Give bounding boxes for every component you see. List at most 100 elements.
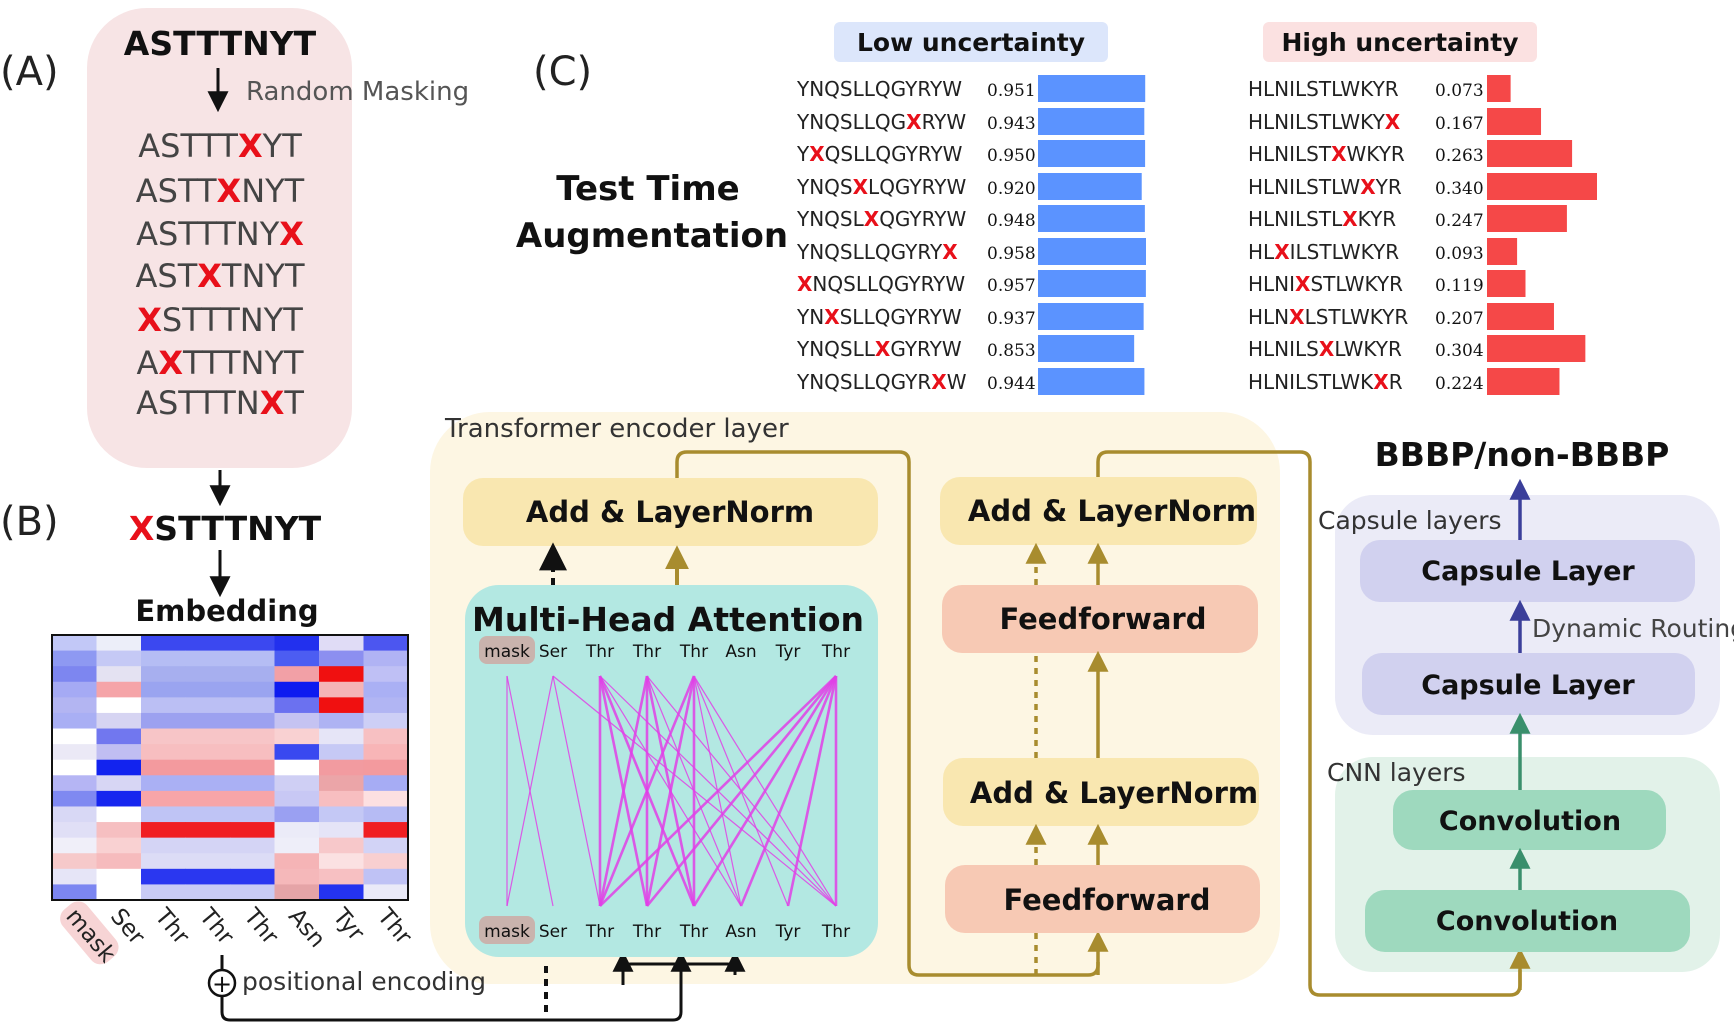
heatmap-cell [230, 868, 275, 885]
heatmap-cell [319, 666, 364, 683]
heatmap-cell [363, 650, 409, 667]
heatmap-cell [230, 775, 275, 792]
attention-edge [598, 675, 649, 907]
add-norm-box-3 [940, 477, 1257, 545]
seq-post: RYW [922, 110, 967, 134]
heatmap-cell [52, 822, 97, 839]
seq-post: YT [262, 127, 303, 165]
heatmap-cell [52, 790, 97, 807]
augmented-sequence: YNXSLLQGYRYW [796, 305, 962, 329]
heatmap-cell [319, 884, 364, 901]
heatmap-cell [141, 681, 186, 698]
seq-post: LSTLWKYR [1305, 305, 1409, 329]
heatmap-cell [274, 853, 320, 870]
heatmap-cell [230, 697, 275, 714]
heat-tick-6: Tyr [327, 903, 369, 947]
heatmap-cell [96, 790, 142, 807]
heatmap-cell [230, 790, 275, 807]
high-uncertainty-label-bg [1263, 22, 1537, 62]
heatmap-cell [319, 697, 364, 714]
prediction-bar [1487, 75, 1511, 102]
heatmap-cell [230, 759, 275, 776]
dynamic-routing-label: Dynamic Routing [1532, 614, 1734, 643]
heatmap-frame [51, 634, 409, 901]
heatmap-cell [230, 635, 275, 652]
heatmap-cell [96, 697, 142, 714]
heatmap-cell [185, 650, 231, 667]
prediction-value: 0.093 [1435, 244, 1484, 264]
capsule-layer-box-2 [1360, 540, 1695, 602]
output-label: BBBP/non-BBBP [1375, 435, 1670, 474]
panel-label-c: (C) [533, 49, 592, 95]
heatmap-cell [363, 775, 409, 792]
seq-pre: YNQSLLQGYR [796, 370, 931, 394]
seq-pre: HLNILSTLW [1248, 175, 1360, 199]
heatmap-cell [319, 837, 364, 854]
augmented-sequence: YNQSLLQGYRYW [796, 77, 962, 101]
seq-x: X [824, 305, 840, 329]
prediction-value: 0.920 [987, 179, 1036, 199]
seq-pre: YNQSLLQGYRYW [796, 77, 962, 101]
heatmap-cell [363, 868, 409, 885]
heatmap-cell [141, 759, 186, 776]
heatmap-cell [363, 806, 409, 823]
prediction-value: 0.957 [987, 276, 1036, 296]
heatmap-cell [185, 712, 231, 730]
heatmap-cell [363, 666, 409, 683]
heatmap-cell [363, 837, 409, 854]
masking-panel-bg [87, 8, 352, 468]
seq-x: X [906, 110, 922, 134]
heat-tick-0: mask [60, 901, 121, 968]
prediction-value: 0.073 [1435, 81, 1484, 101]
prediction-value: 0.247 [1435, 211, 1484, 231]
heatmap-cell [363, 697, 409, 714]
heatmap-cell [185, 853, 231, 870]
convolution-label-1: Convolution [1436, 906, 1618, 937]
transformer-title: Transformer encoder layer [444, 414, 789, 444]
seq-pre: ASTT [136, 172, 217, 210]
prediction-bar [1038, 205, 1145, 232]
prediction-value: 0.948 [987, 211, 1036, 231]
heatmap-cell [319, 806, 364, 823]
prediction-value: 0.263 [1435, 146, 1484, 166]
heatmap-cell [185, 775, 231, 792]
prediction-value: 0.119 [1435, 276, 1484, 296]
seq-post: ILSTLWKYR [1290, 240, 1400, 264]
augmented-sequence: YXQSLLQGYRYW [796, 142, 963, 166]
seq-pre: YNQSLLQG [796, 110, 906, 134]
seq-post: LQGYRYW [868, 175, 966, 199]
tta-title-line2: Augmentation [516, 216, 788, 256]
masked-variant: ASTXTNYT [136, 257, 305, 295]
augmented-sequence: YNQSLLQGYRXW [796, 370, 967, 394]
seq-pre: Y [796, 142, 810, 166]
augmented-sequence: XNQSLLQGYRYW [797, 272, 965, 296]
prediction-bar [1038, 368, 1145, 395]
seq-x: X [260, 384, 285, 422]
embedding-heatmap [51, 634, 409, 901]
heatmap-cell [230, 806, 275, 823]
prediction-value: 0.207 [1435, 309, 1484, 329]
heatmap-cell [96, 728, 142, 745]
seq-post: YR [1375, 175, 1402, 199]
prediction-value: 0.951 [987, 81, 1036, 101]
heatmap-cell [141, 868, 186, 885]
heatmap-cell [274, 697, 320, 714]
prediction-bar [1487, 368, 1560, 395]
heatmap-cell [141, 806, 186, 823]
heat-tick-label: Thr [149, 903, 194, 950]
seq-x: X [1319, 337, 1335, 361]
augmented-sequence: YNQSLXQGYRYW [796, 207, 966, 231]
heatmap-cell [319, 775, 364, 792]
masked-variant: AXTTTNYT [136, 344, 304, 382]
heatmap-cell [141, 744, 186, 761]
seq-x: X [1331, 142, 1347, 166]
heatmap-cell [52, 806, 97, 823]
heatmap-cell [274, 790, 320, 807]
mask-token-bg [60, 901, 119, 965]
augmented-sequence: HLNILSXLWKYR [1248, 337, 1402, 361]
heatmap-cell [141, 697, 186, 714]
feedforward-box-2 [942, 585, 1258, 653]
heatmap-cell [96, 853, 142, 870]
attention-edge [645, 675, 838, 907]
